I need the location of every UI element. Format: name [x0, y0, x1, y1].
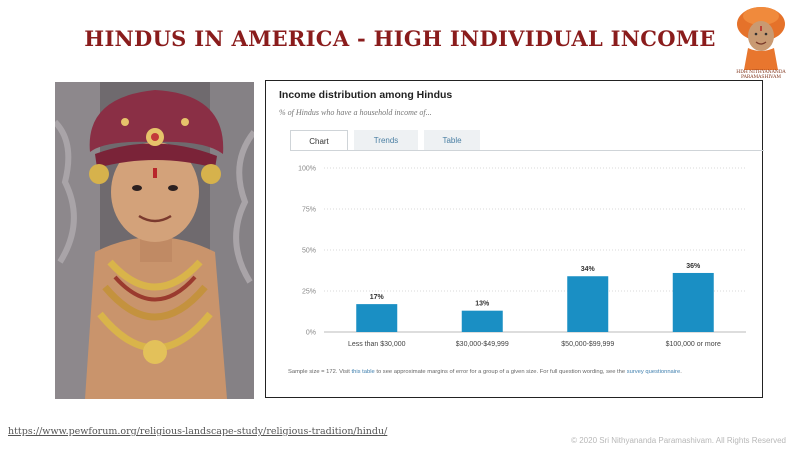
- bar: [672, 272, 714, 332]
- survey-questionnaire-link[interactable]: survey questionnaire: [626, 369, 681, 375]
- sample-size-footnote: Sample size = 172. Visit this table to s…: [288, 369, 758, 375]
- y-tick-label: 25%: [302, 289, 316, 296]
- this-table-link[interactable]: this table: [351, 369, 375, 375]
- data-label: 17%: [370, 294, 385, 301]
- guru-portrait-icon: [737, 7, 785, 70]
- tab-trends[interactable]: Trends: [354, 130, 418, 151]
- y-tick-label: 75%: [302, 207, 316, 214]
- tabs-divider: [290, 150, 764, 151]
- footnote-text-1: Sample size = 172. Visit: [288, 369, 352, 375]
- guru-logo: HDH NITHYANANDA PARAMASHIVAM: [728, 2, 794, 88]
- footnote-text-3: .: [680, 369, 682, 375]
- data-label: 36%: [686, 263, 701, 270]
- data-label: 13%: [475, 301, 490, 308]
- card-title: Income distribution among Hindus: [279, 89, 453, 101]
- card-subtitle: % of Hindus who have a household income …: [279, 108, 432, 117]
- category-label: $30,000-$49,999: [456, 341, 509, 348]
- footnote-text-2: to see approximate margins of error for …: [374, 369, 627, 375]
- pew-chart-card: Income distribution among Hindus % of Hi…: [265, 80, 764, 398]
- logo-caption-line1: HDH NITHYANANDA: [736, 70, 786, 75]
- category-label: Less than $30,000: [348, 341, 406, 348]
- copyright-text: © 2020 Sri Nithyananda Paramashivam. All…: [571, 436, 786, 445]
- guru-photo: [55, 82, 254, 399]
- bar: [356, 304, 398, 332]
- source-url-link[interactable]: https://www.pewforum.org/religious-lands…: [8, 426, 388, 437]
- y-tick-label: 100%: [298, 166, 316, 173]
- logo-caption: HDH NITHYANANDA PARAMASHIVAM: [728, 70, 794, 80]
- chart-tabs: Chart Trends Table: [290, 130, 486, 151]
- y-tick-label: 0%: [306, 330, 316, 337]
- category-label: $50,000-$99,999: [561, 341, 614, 348]
- guru-photo-illustration: [55, 82, 254, 399]
- data-label: 34%: [581, 266, 596, 273]
- category-label: $100,000 or more: [666, 341, 721, 348]
- logo-caption-line2: PARAMASHIVAM: [741, 75, 781, 80]
- slide-title: HINDUS IN AMERICA - HIGH INDIVIDUAL INCO…: [84, 26, 716, 51]
- income-bar-chart: 0% 25% 50% 75% 100% 17% Less than $30,000 13% $3…: [298, 166, 746, 348]
- bar: [567, 276, 609, 332]
- bar: [461, 310, 503, 332]
- y-tick-label: 50%: [302, 248, 316, 255]
- tab-table[interactable]: Table: [424, 130, 480, 151]
